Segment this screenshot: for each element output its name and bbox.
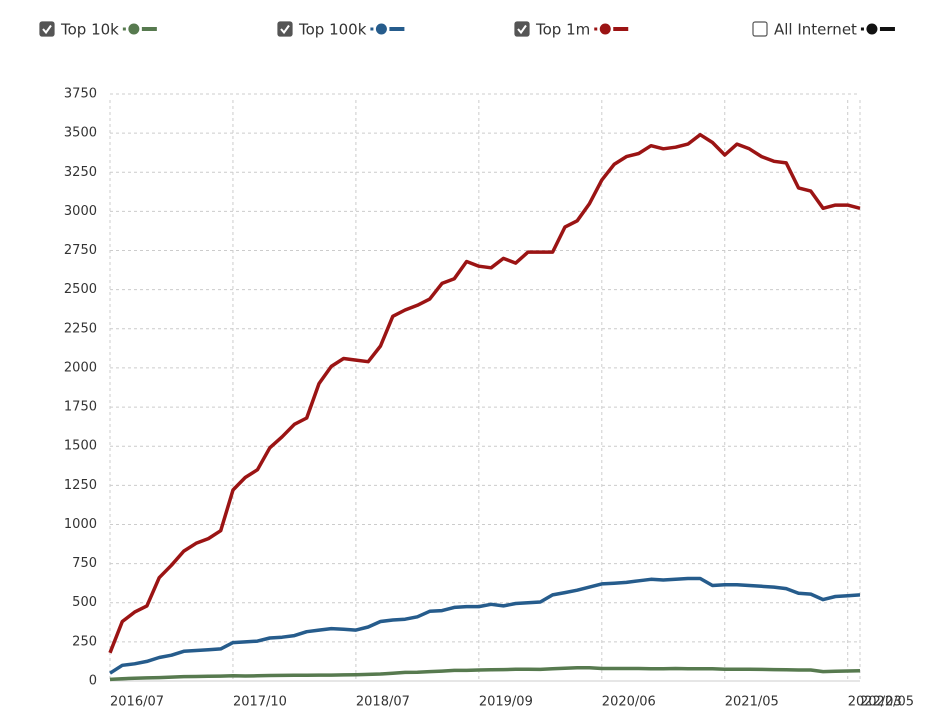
check-mark [280,24,290,35]
series-line [109,665,861,682]
y-tick-label: 1500 [64,439,97,454]
x-tick-label: 2022/03 [848,695,902,710]
y-tick-label: 3250 [64,165,97,180]
legend-label[interactable]: All Internet [774,21,857,39]
legend-checkbox[interactable] [39,21,55,37]
y-tick-label: 500 [72,595,97,610]
y-tick-label: 1250 [64,478,97,493]
legend-icon-line [879,27,895,31]
x-tick-label: 2019/09 [479,695,533,710]
x-tick-label: 2017/10 [233,695,287,710]
legend-label[interactable]: Top 100k [298,21,367,39]
x-tick-label: 2020/06 [602,695,656,710]
y-tick-label: 1000 [64,517,97,532]
series-line [109,576,861,675]
y-tick-label: 250 [72,634,97,649]
series-line [108,132,861,654]
legend-icon-dot [866,23,878,35]
legend-icon-dash [594,27,598,31]
legend-icon-dash [122,27,126,31]
y-tick-label: 2750 [64,243,97,258]
legend-checkbox[interactable] [514,21,530,37]
y-tick-label: 3000 [64,204,97,219]
legend-label[interactable]: Top 1m [535,21,590,39]
x-tick-label: 2021/05 [725,695,779,710]
legend-icon-dash [860,27,864,31]
x-tick-label: 2022/05 [860,695,914,710]
y-tick-label: 1750 [64,400,97,415]
y-tick-label: 3750 [64,87,97,102]
legend-icon-line [141,27,157,31]
y-tick-label: 2000 [64,360,97,375]
y-tick-label: 2250 [64,321,97,336]
legend-icon-dot [375,23,387,35]
check-mark [517,24,527,35]
legend-checkbox[interactable] [752,21,768,37]
y-tick-label: 3500 [64,126,97,141]
y-tick-label: 2500 [64,282,97,297]
legend-icon-line [613,27,629,31]
legend-label[interactable]: Top 10k [60,21,119,39]
legend-checkbox[interactable] [277,21,293,37]
legend-icon-dot [599,23,611,35]
y-tick-label: 0 [89,674,97,689]
y-tick-label: 750 [72,556,97,571]
x-tick-label: 2016/07 [110,695,164,710]
legend-icon-dot [128,23,140,35]
check-mark [42,24,52,35]
legend-icon-dash [370,27,374,31]
x-tick-label: 2018/07 [356,695,410,710]
legend-icon-line [389,27,405,31]
